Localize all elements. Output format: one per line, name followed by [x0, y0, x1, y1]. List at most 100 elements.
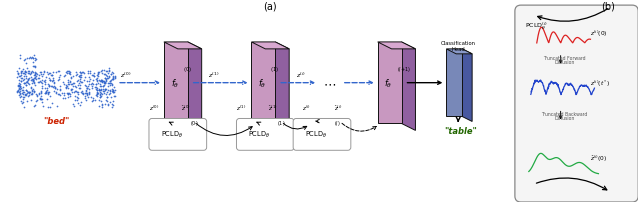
Text: $\mathrm{PCLD}_\theta^{(i)}$: $\mathrm{PCLD}_\theta^{(i)}$	[525, 20, 548, 32]
Point	[14, 85, 24, 88]
Point	[84, 91, 94, 94]
Point	[23, 70, 33, 73]
Point	[75, 71, 85, 74]
Point	[89, 72, 99, 75]
Point	[108, 104, 118, 107]
Point	[16, 74, 26, 77]
Point	[14, 94, 24, 97]
Point	[15, 77, 26, 81]
Point	[110, 89, 120, 92]
Text: $z^{(i)}$: $z^{(i)}$	[301, 103, 310, 113]
Point	[34, 77, 44, 80]
Point	[40, 82, 50, 86]
Point	[104, 70, 114, 73]
Point	[83, 72, 93, 76]
Point	[23, 78, 33, 81]
Point	[15, 86, 26, 89]
Point	[28, 57, 38, 60]
Point	[31, 93, 42, 97]
Point	[74, 78, 84, 81]
Point	[30, 77, 40, 80]
Point	[98, 85, 108, 88]
Point	[76, 74, 86, 77]
Point	[84, 92, 94, 95]
Point	[63, 70, 73, 74]
Point	[63, 83, 74, 87]
Point	[28, 91, 38, 94]
Point	[50, 87, 60, 90]
Point	[100, 70, 111, 74]
Point	[87, 74, 97, 77]
Point	[27, 93, 37, 96]
Point	[42, 71, 52, 74]
Point	[103, 85, 113, 88]
Point	[77, 72, 88, 75]
Point	[110, 95, 120, 98]
Point	[92, 88, 102, 92]
Point	[44, 106, 54, 109]
Point	[19, 96, 29, 99]
Point	[108, 76, 118, 79]
Point	[91, 83, 101, 86]
Point	[47, 86, 58, 89]
Point	[99, 81, 109, 84]
Point	[40, 91, 51, 94]
Point	[70, 74, 81, 77]
Point	[102, 75, 112, 78]
Text: Classification: Classification	[441, 41, 476, 46]
Point	[24, 91, 35, 94]
Point	[97, 72, 107, 75]
Point	[24, 72, 34, 75]
Point	[40, 87, 51, 90]
Point	[59, 75, 69, 79]
Point	[105, 90, 115, 94]
Point	[86, 83, 96, 86]
Point	[47, 80, 58, 83]
Point	[36, 73, 47, 76]
Point	[76, 90, 86, 94]
FancyBboxPatch shape	[293, 119, 351, 150]
Point	[102, 82, 113, 85]
Point	[76, 76, 86, 79]
Point	[13, 89, 23, 93]
Point	[61, 86, 71, 89]
Point	[35, 98, 45, 101]
Point	[19, 89, 29, 92]
Point	[40, 92, 51, 95]
Point	[81, 92, 91, 95]
Point	[69, 82, 79, 85]
Point	[109, 77, 120, 80]
Point	[94, 71, 104, 74]
Point	[81, 85, 91, 88]
Point	[15, 85, 25, 88]
Point	[53, 79, 63, 82]
Point	[72, 84, 83, 87]
Point	[80, 84, 90, 87]
Point	[103, 103, 113, 106]
Point	[90, 86, 100, 89]
Point	[95, 96, 106, 99]
Point	[33, 81, 43, 84]
Point	[59, 94, 69, 97]
Point	[99, 82, 109, 86]
Point	[97, 106, 107, 109]
Text: $z^{(i)}$: $z^{(i)}$	[296, 71, 306, 80]
Point	[28, 78, 38, 81]
Point	[45, 72, 56, 76]
Polygon shape	[164, 43, 202, 50]
Point	[26, 73, 36, 76]
Point	[36, 98, 46, 101]
Text: (b): (b)	[602, 1, 615, 11]
FancyBboxPatch shape	[515, 6, 638, 202]
Point	[28, 65, 38, 68]
Point	[108, 75, 118, 78]
Point	[88, 74, 99, 77]
Point	[59, 92, 69, 95]
Point	[38, 105, 48, 108]
Text: $(1)$: $(1)$	[270, 64, 279, 73]
Point	[78, 92, 88, 96]
Point	[35, 81, 45, 84]
Point	[29, 90, 40, 93]
Point	[22, 100, 32, 103]
Point	[73, 97, 83, 100]
